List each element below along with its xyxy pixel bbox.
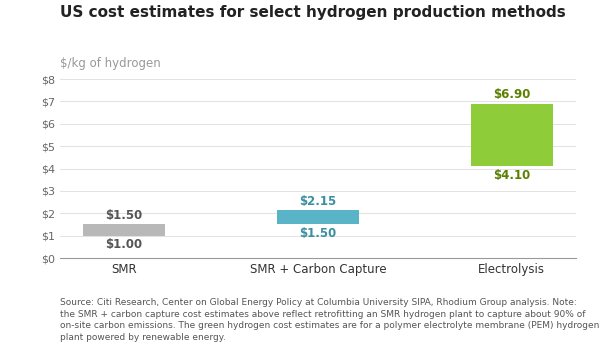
- Text: Source: Citi Research, Center on Global Energy Policy at Columbia University SIP: Source: Citi Research, Center on Global …: [60, 298, 599, 342]
- Text: $6.90: $6.90: [493, 88, 530, 101]
- Text: $1.00: $1.00: [106, 238, 143, 251]
- Text: $2.15: $2.15: [299, 195, 337, 208]
- Text: $4.10: $4.10: [493, 169, 530, 182]
- Text: $1.50: $1.50: [106, 209, 143, 222]
- Text: $1.50: $1.50: [299, 227, 337, 240]
- Bar: [277, 210, 359, 225]
- Bar: [83, 225, 165, 236]
- Text: $/kg of hydrogen: $/kg of hydrogen: [60, 57, 161, 70]
- Bar: [471, 104, 553, 166]
- Text: US cost estimates for select hydrogen production methods: US cost estimates for select hydrogen pr…: [60, 5, 566, 20]
